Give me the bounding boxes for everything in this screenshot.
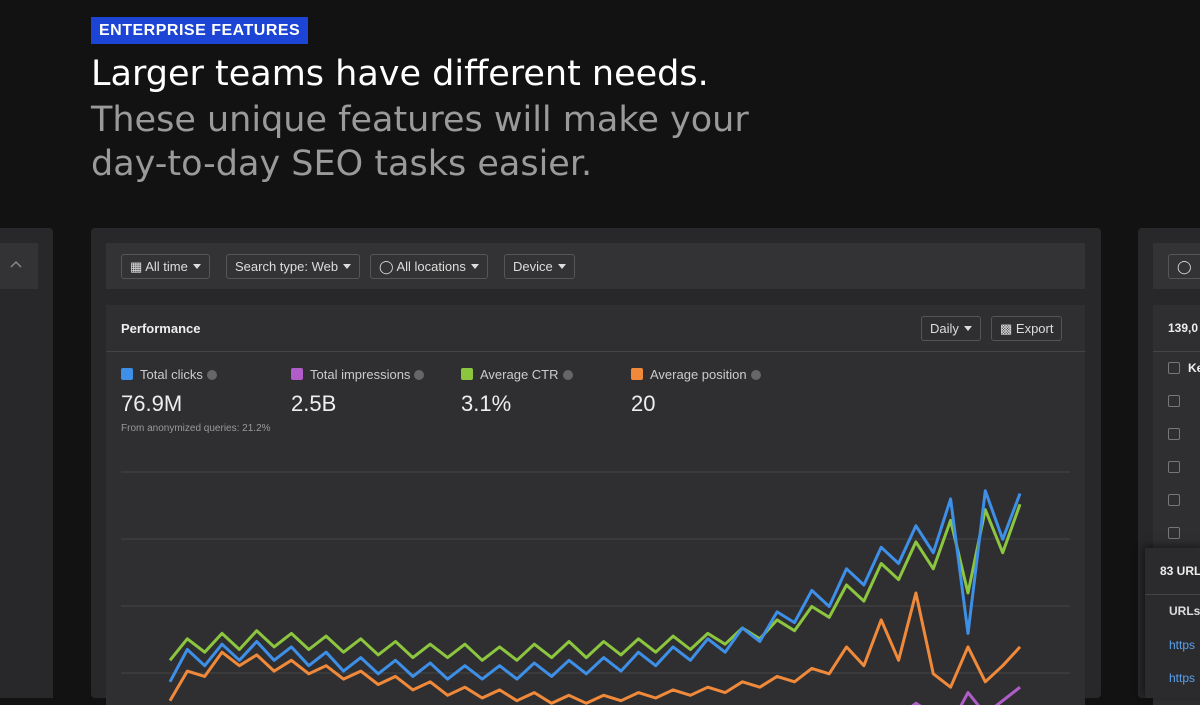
subtitle: day-to-day SEO tasks easier. [91,144,593,184]
divider [106,351,1085,352]
help-icon [562,370,573,380]
checkbox[interactable] [1168,494,1180,506]
filter-label: All locations [396,259,466,274]
badge: ENTERPRISE FEATURES [91,17,309,44]
metric-name: Total clicks [140,367,203,382]
help-icon [414,370,425,380]
subtitle: These unique features will make your [91,100,749,140]
metric-value: 2.5B [291,391,337,416]
series-line [168,489,1022,683]
interval-button[interactable]: Daily [921,316,981,341]
checkbox[interactable] [1168,362,1180,374]
interval-label: Daily [930,321,959,336]
url-link[interactable]: https [1169,671,1196,685]
metric-label: Average position [631,367,761,382]
column-header: Ke [1188,361,1200,375]
metric-value: 20 [631,391,656,416]
series-line [911,686,1021,705]
row-count: 139,0 [1168,321,1199,335]
metric-checkbox[interactable] [461,368,473,380]
filter-label: All time [145,259,188,274]
filter-button[interactable]: ◯ [1168,254,1200,279]
export-button[interactable]: ▩ Export [991,316,1063,341]
main-panel: ▦ All time Search type: Web ◯ All locati… [91,228,1101,705]
metric-checkbox[interactable] [291,368,303,380]
metric-checkbox[interactable] [121,368,133,380]
urls-card: 83 URL URLs https https [1145,548,1200,698]
metric-checkbox[interactable] [631,368,643,380]
performance-card: Performance Daily ▩ Export Total clicks 7… [106,305,1085,705]
export-label: Export [1015,321,1054,336]
chart [121,471,1070,705]
metric-value: 76.9M [121,391,183,416]
headline: Larger teams have different needs. [91,54,709,94]
note: From anonymized queries: 21.2% [121,423,271,434]
divider [1145,594,1200,595]
metric-label: Total clicks [121,367,217,382]
filter-button[interactable]: Search type: Web [226,254,361,279]
help-icon [206,370,217,380]
series-line [168,503,1022,662]
url-link[interactable]: https [1169,638,1196,652]
metric-name: Average position [650,367,747,382]
divider [1153,351,1200,352]
metric-name: Total impressions [310,367,411,382]
metric-label: Average CTR [461,367,573,382]
checkbox[interactable] [1168,527,1180,539]
right-bar: ◯ [1153,243,1200,289]
checkbox[interactable] [1168,428,1180,440]
help-icon [750,370,761,380]
left-panel [0,228,53,698]
filter-button[interactable]: ◯ All locations [370,254,488,279]
filter-bar: ▦ All time Search type: Web ◯ All locati… [106,243,1085,289]
checkbox[interactable] [1168,461,1180,473]
filter-label: Search type: Web [235,259,339,274]
urls-count: 83 URL [1160,564,1200,578]
chevron-icon[interactable] [10,260,22,270]
left-bar [0,243,38,289]
checkbox[interactable] [1168,395,1180,407]
filter-button[interactable]: ▦ All time [121,254,210,279]
urls-header: URLs [1169,604,1200,618]
filter-label: Device [513,259,553,274]
metric-name: Average CTR [480,367,559,382]
metric-value: 3.1% [461,391,512,416]
metric-label: Total impressions [291,367,425,382]
filter-button[interactable]: Device [504,254,575,279]
card-title: Performance [121,321,201,336]
